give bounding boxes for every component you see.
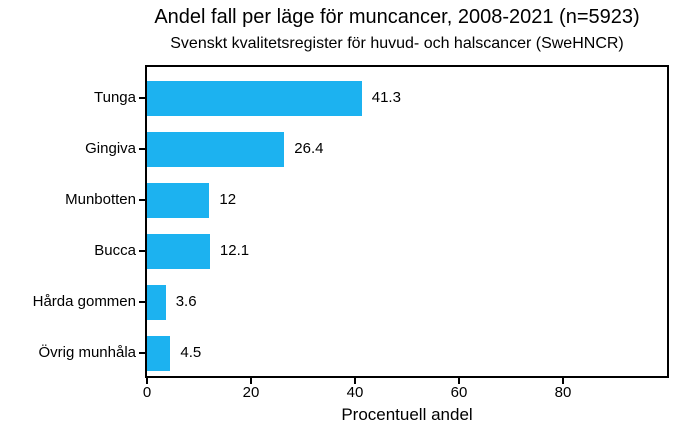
bar xyxy=(147,284,166,320)
bar-value-label: 3.6 xyxy=(175,293,197,310)
x-tick xyxy=(146,378,148,384)
category-label: Hårda gommen xyxy=(32,293,136,310)
category-label: Övrig munhåla xyxy=(38,344,136,361)
y-tick xyxy=(139,97,145,99)
y-tick xyxy=(139,301,145,303)
x-tick-label: 40 xyxy=(346,384,364,401)
y-tick xyxy=(139,148,145,150)
category-label: Tunga xyxy=(94,89,136,106)
bar-value-label: 4.5 xyxy=(180,344,202,361)
bar xyxy=(147,335,171,371)
x-tick xyxy=(250,378,252,384)
x-tick xyxy=(458,378,460,384)
category-label: Munbotten xyxy=(65,191,136,208)
y-tick xyxy=(139,250,145,252)
x-tick-label: 0 xyxy=(142,384,152,401)
x-tick-label: 80 xyxy=(554,384,572,401)
bar xyxy=(147,131,285,167)
bar-value-label: 26.4 xyxy=(294,140,324,157)
bar-value-label: 12 xyxy=(219,191,237,208)
category-label: Bucca xyxy=(94,242,136,259)
y-tick xyxy=(139,199,145,201)
chart-title: Andel fall per läge för muncancer, 2008-… xyxy=(154,6,640,28)
bar xyxy=(147,233,210,269)
x-axis-title: Procentuell andel xyxy=(341,405,473,424)
y-tick xyxy=(139,352,145,354)
bar xyxy=(147,182,210,218)
bar-value-label: 12.1 xyxy=(219,242,250,259)
category-label: Gingiva xyxy=(85,140,136,157)
bar xyxy=(147,80,362,116)
chart-subtitle: Svenskt kvalitetsregister för huvud- och… xyxy=(170,35,624,52)
bar-value-label: 41.3 xyxy=(371,89,401,106)
x-tick xyxy=(562,378,564,384)
x-tick-label: 20 xyxy=(242,384,260,401)
x-tick-label: 60 xyxy=(450,384,468,401)
plot-area xyxy=(145,65,669,378)
x-tick xyxy=(354,378,356,384)
